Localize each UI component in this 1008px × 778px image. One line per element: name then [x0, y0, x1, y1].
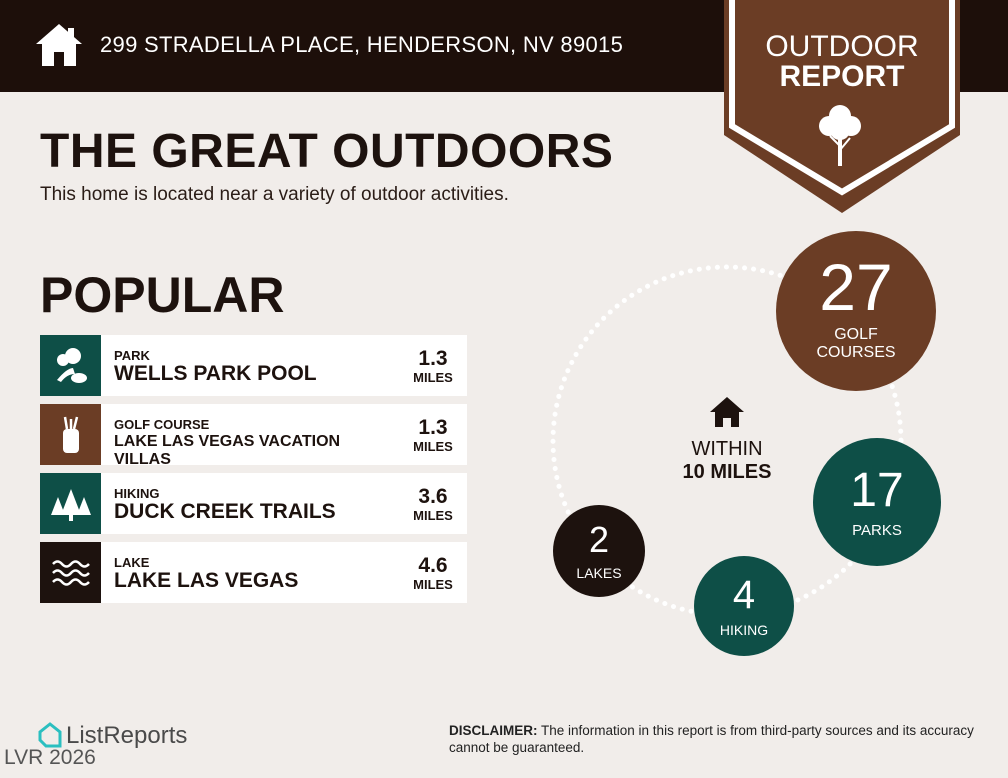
item-name: DUCK CREEK TRAILS: [114, 500, 336, 523]
count-label: GOLF: [834, 326, 878, 343]
golf-count-circle: 27 GOLF COURSES: [776, 231, 936, 391]
item-category: LAKE: [114, 555, 150, 570]
item-category: GOLF COURSE: [114, 417, 210, 432]
badge-line2: REPORT: [779, 60, 905, 93]
listreports-logo: ListReports: [38, 722, 187, 750]
item-distance: 4.6: [418, 554, 448, 577]
brand-name: ListReports: [66, 722, 188, 749]
pine-trees-icon: [40, 473, 101, 534]
count-value: 4: [732, 573, 756, 617]
list-item: LAKE LAKE LAS VEGAS 4.6 MILES: [40, 542, 467, 603]
list-item: GOLF COURSE LAKE LAS VEGAS VACATION VILLA…: [40, 404, 467, 468]
house-icon: [36, 24, 82, 66]
waves-icon: [40, 542, 101, 603]
lakes-count-circle: 2 LAKES: [553, 505, 645, 597]
count-label: COURSES: [816, 344, 896, 361]
item-unit: MILES: [413, 508, 453, 523]
disclaimer-text: The information in this report is from t…: [449, 723, 974, 755]
property-address: 299 STRADELLA PLACE, HENDERSON, NV 89015: [100, 32, 624, 57]
item-category: PARK: [114, 348, 150, 363]
house-icon: [710, 397, 744, 427]
count-value: 27: [819, 250, 893, 324]
item-name: LAKE LAS VEGAS VACATION VILLAS: [114, 433, 341, 468]
item-name: LAKE LAS VEGAS: [114, 569, 299, 592]
tree-icon: [819, 105, 861, 166]
item-distance: 1.3: [418, 416, 448, 439]
listreports-logo-icon: [38, 722, 62, 748]
count-value: 2: [588, 519, 610, 560]
item-category: HIKING: [114, 486, 160, 501]
disclaimer-label: DISCLAIMER:: [449, 723, 538, 738]
count-label: LAKES: [576, 565, 622, 581]
within-label: WITHIN: [691, 438, 763, 460]
item-distance: 1.3: [418, 347, 448, 370]
count-label: PARKS: [852, 521, 902, 539]
popular-heading: POPULAR: [40, 267, 285, 323]
count-value: 17: [850, 463, 904, 517]
park-icon: [40, 335, 101, 396]
badge-line1: OUTDOOR: [765, 30, 919, 63]
item-name: WELLS PARK POOL: [114, 362, 317, 385]
page-title: THE GREAT OUTDOORS: [40, 125, 614, 178]
count-label: HIKING: [719, 622, 769, 638]
hiking-count-circle: 4 HIKING: [694, 556, 794, 656]
item-unit: MILES: [413, 577, 453, 592]
page-subtitle: This home is located near a variety of o…: [40, 184, 509, 205]
radius-value: 10 MILES: [682, 461, 772, 483]
list-item: HIKING DUCK CREEK TRAILS 3.6 MILES: [40, 473, 467, 534]
disclaimer: DISCLAIMER: The information in this repo…: [449, 722, 989, 756]
item-distance: 3.6: [418, 485, 448, 508]
watermark: LVR 2026: [4, 746, 96, 769]
item-unit: MILES: [413, 370, 453, 385]
golf-bag-icon: [40, 404, 101, 465]
item-unit: MILES: [413, 439, 453, 454]
list-item: PARK WELLS PARK POOL 1.3 MILES: [40, 335, 467, 396]
parks-count-circle: 17 PARKS: [813, 438, 941, 566]
